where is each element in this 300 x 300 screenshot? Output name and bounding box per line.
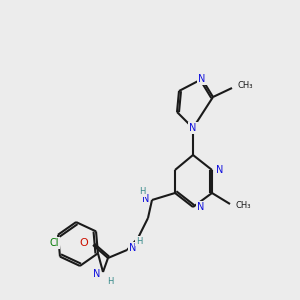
Text: N: N: [189, 123, 197, 133]
Text: O: O: [79, 238, 88, 248]
Text: N: N: [93, 269, 100, 279]
Text: CH₃: CH₃: [235, 202, 250, 211]
Text: N: N: [129, 243, 136, 253]
Text: H: H: [139, 188, 145, 196]
Text: H: H: [107, 278, 113, 286]
Text: N: N: [216, 165, 224, 175]
Text: N: N: [197, 202, 204, 212]
Text: N: N: [142, 194, 149, 204]
Text: H: H: [136, 236, 142, 245]
Text: CH₃: CH₃: [237, 80, 253, 89]
Text: Cl: Cl: [49, 238, 59, 248]
Text: N: N: [198, 74, 206, 84]
